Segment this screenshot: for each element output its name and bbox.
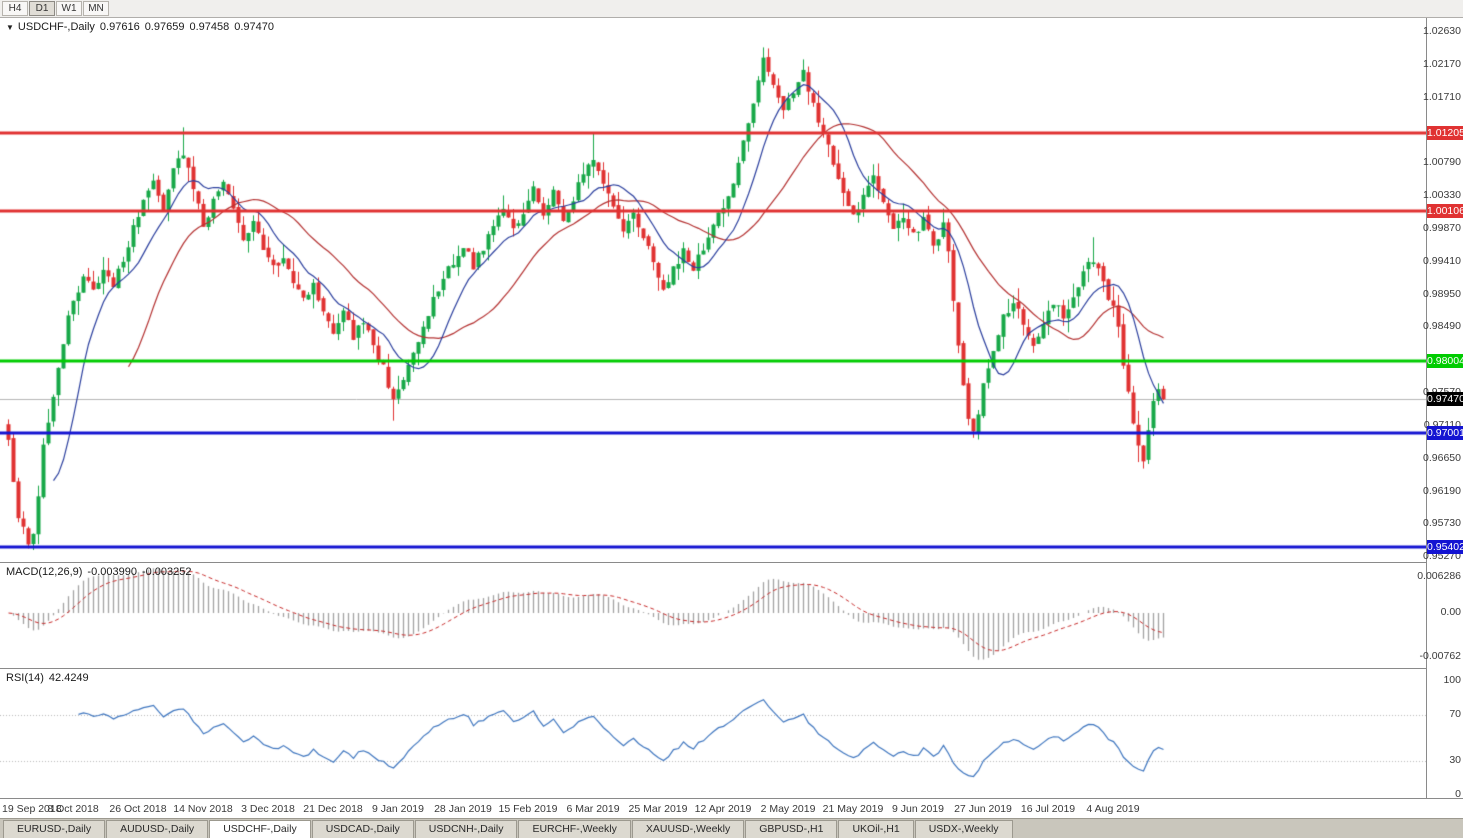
macd-signal-value: -0.003252 xyxy=(141,566,192,578)
macd-scale-label: -0.00762 xyxy=(1419,649,1461,662)
chart-tab-usdcad-daily[interactable]: USDCAD-,Daily xyxy=(311,820,414,838)
price-scale-label: 0.99870 xyxy=(1423,221,1461,234)
date-axis[interactable]: 19 Sep 2018 8 Oct 2018 26 Oct 2018 14 Nov 2… xyxy=(0,798,1463,818)
price-axis[interactable]: 1.02630 1.02170 1.01710 1.00790 1.00330 0.998… xyxy=(1417,18,1463,800)
macd-scale-label: 0.006286 xyxy=(1417,570,1461,582)
rsi-label: RSI(14) xyxy=(6,672,44,684)
rsi-readout: RSI(14) 42.4249 xyxy=(6,672,94,684)
date-axis-label: 12 Apr 2019 xyxy=(694,803,752,815)
ohlc-readout: ▼ USDCHF-,Daily 0.97616 0.97659 0.97458 0.974… xyxy=(6,21,279,33)
timeframe-button-h4[interactable]: H4 xyxy=(2,1,28,16)
rsi-indicator-pane[interactable]: RSI(14) 42.4249 xyxy=(0,668,1426,798)
chart-tab-xauusd-weekly[interactable]: XAUUSD-,Weekly xyxy=(631,820,745,838)
date-axis-label: 27 Jun 2019 xyxy=(954,803,1012,815)
timeframe-toolbar: H4 D1 W1 MN xyxy=(0,0,1463,18)
level-price-badge: 0.97001 xyxy=(1427,425,1463,440)
level-price-badge: 1.01205 xyxy=(1427,125,1463,140)
price-scale-label: 1.00790 xyxy=(1423,156,1461,169)
chart-tab-audusd-daily[interactable]: AUDUSD-,Daily xyxy=(106,820,209,838)
collapse-chart-icon[interactable]: ▼ xyxy=(6,23,14,32)
price-scale-label: 1.00330 xyxy=(1423,189,1461,202)
date-axis-label: 16 Jul 2019 xyxy=(1020,803,1076,815)
chart-tab-usdcnh-daily[interactable]: USDCNH-,Daily xyxy=(414,820,518,838)
rsi-canvas[interactable] xyxy=(0,669,1426,798)
level-price-badge: 1.00106 xyxy=(1427,204,1463,219)
date-axis-label: 14 Nov 2018 xyxy=(173,803,233,815)
date-axis-label: 8 Oct 2018 xyxy=(47,803,99,815)
symbol-timeframe-label: USDCHF-,Daily xyxy=(17,21,95,33)
level-price-badge: 0.98004 xyxy=(1427,354,1463,369)
chart-tab-bar: EURUSD-,Daily AUDUSD-,Daily USDCHF-,Daily U… xyxy=(0,818,1463,838)
date-axis-label: 9 Jun 2019 xyxy=(892,803,944,815)
timeframe-button-mn[interactable]: MN xyxy=(83,1,109,16)
date-axis-label: 25 Mar 2019 xyxy=(628,803,688,815)
rsi-scale-label: 70 xyxy=(1449,708,1461,721)
date-axis-label: 3 Dec 2018 xyxy=(241,803,295,815)
macd-main-value: -0.003990 xyxy=(87,566,137,578)
date-axis-label: 21 Dec 2018 xyxy=(303,803,363,815)
date-axis-label: 6 Mar 2019 xyxy=(566,803,620,815)
date-axis-label: 28 Jan 2019 xyxy=(434,803,492,815)
rsi-scale-label: 0 xyxy=(1455,788,1461,800)
rsi-scale-label: 30 xyxy=(1449,753,1461,766)
price-scale-label: 0.95730 xyxy=(1423,517,1461,530)
date-axis-label: 4 Aug 2019 xyxy=(1086,803,1140,815)
date-axis-label: 9 Jan 2019 xyxy=(372,803,424,815)
current-price-badge: 0.97470 xyxy=(1427,392,1463,407)
date-axis-label: 19 Sep 2018 xyxy=(2,803,62,815)
price-scale-label: 1.01710 xyxy=(1423,90,1461,103)
date-axis-label: 21 May 2019 xyxy=(822,803,884,815)
timeframe-button-w1[interactable]: W1 xyxy=(56,1,82,16)
chart-tab-ukoil-h1[interactable]: UKOil-,H1 xyxy=(838,820,914,838)
timeframe-button-d1[interactable]: D1 xyxy=(29,1,55,16)
chart-tab-eurchf-weekly[interactable]: EURCHF-,Weekly xyxy=(518,820,631,838)
date-axis-label: 15 Feb 2019 xyxy=(498,803,558,815)
rsi-value: 42.4249 xyxy=(48,672,89,684)
chart-tab-eurusd-daily[interactable]: EURUSD-,Daily xyxy=(3,820,106,838)
open-value: 0.97616 xyxy=(99,21,140,33)
date-axis-label: 2 May 2019 xyxy=(760,803,816,815)
price-scale-label: 1.02170 xyxy=(1423,57,1461,70)
price-scale-label: 0.98490 xyxy=(1423,320,1461,333)
price-scale-label: 0.96190 xyxy=(1423,484,1461,497)
chart-tab-usdchf-daily[interactable]: USDCHF-,Daily xyxy=(209,820,311,838)
macd-readout: MACD(12,26,9) -0.003990 -0.003252 xyxy=(6,566,197,578)
price-scale-label: 0.99410 xyxy=(1423,254,1461,267)
chart-tab-usdx-weekly[interactable]: USDX-,Weekly xyxy=(914,820,1013,838)
date-axis-label: 26 Oct 2018 xyxy=(109,803,167,815)
macd-scale-label: 0.00 xyxy=(1440,606,1461,618)
rsi-scale-label: 100 xyxy=(1443,674,1461,686)
price-scale-label: 1.02630 xyxy=(1423,25,1461,37)
low-value: 0.97458 xyxy=(189,21,230,33)
main-chart-pane[interactable]: ▼ USDCHF-,Daily 0.97616 0.97659 0.97458 0.974… xyxy=(0,18,1426,562)
macd-label: MACD(12,26,9) xyxy=(6,566,83,578)
macd-indicator-pane[interactable]: MACD(12,26,9) -0.003990 -0.003252 xyxy=(0,562,1426,668)
price-chart-canvas[interactable] xyxy=(0,18,1426,562)
chart-region: ▼ USDCHF-,Daily 0.97616 0.97659 0.97458 0.974… xyxy=(0,18,1463,800)
chart-tab-gbpusd-h1[interactable]: GBPUSD-,H1 xyxy=(745,820,838,838)
price-scale-label: 0.98950 xyxy=(1423,287,1461,300)
price-scale-label: 0.96650 xyxy=(1423,451,1461,464)
close-value: 0.97470 xyxy=(234,21,274,33)
macd-canvas[interactable] xyxy=(0,563,1426,668)
level-price-badge: 0.95402 xyxy=(1427,539,1463,554)
high-value: 0.97659 xyxy=(144,21,185,33)
